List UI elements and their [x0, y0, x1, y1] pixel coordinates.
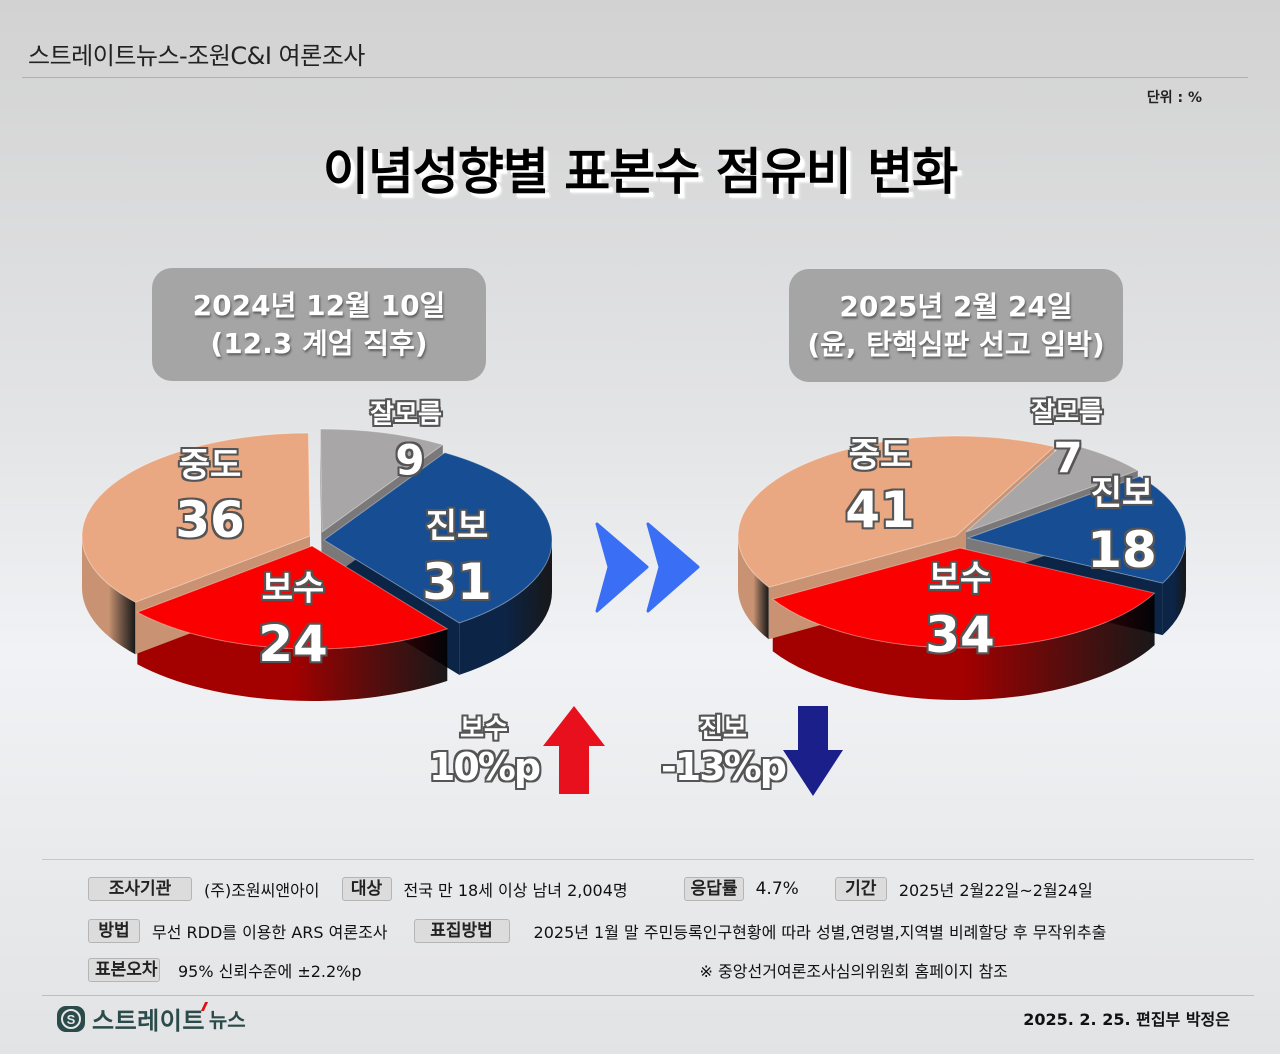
info-row-2: 방법 무선 RDD를 이용한 ARS 여론조사 표집방법 2025년 1월 말 … [88, 919, 1106, 943]
right-label-progressive: 진보 [1090, 473, 1154, 514]
conservative-change-value: 10%p [428, 745, 541, 789]
pie-slice-progressive [966, 475, 1187, 584]
right-date-line1: 2025년 2월 24일 [839, 289, 1073, 323]
left-label-progressive: 진보 [425, 506, 489, 547]
progressive-change-label: 진보 [699, 714, 747, 744]
tag-error: 표본오차 [88, 958, 160, 982]
page-title: 이념성향별 표본수 점유비 변화 [322, 143, 958, 201]
pie-slice-conservative [771, 547, 1156, 649]
source-title: 스트레이트뉴스-조원C&I 여론조사 [28, 42, 365, 70]
footer-divider [42, 995, 1254, 996]
left-pie-svg [81, 428, 553, 701]
left-value-progressive: 31 [422, 553, 492, 611]
right-pie-chart: 잘모름 7 중도 41 진보 18 보수 34 [730, 380, 1200, 700]
pie-slice-unknown [319, 428, 444, 533]
left-date-line1: 2024년 12월 10일 [192, 288, 446, 322]
left-pie-chart: 잘모름 9 중도 36 진보 31 보수 24 [80, 390, 560, 701]
logo-sub-text: 뉴스 [208, 1008, 246, 1032]
conservative-change-label: 보수 [460, 714, 508, 744]
info-row-1: 조사기관 (주)조원씨앤아이 대상 전국 만 18세 이상 남녀 2,004명 … [88, 877, 1093, 901]
tag-period: 기간 [834, 877, 887, 901]
left-date-line2: (12.3 계엄 직후) [210, 326, 428, 360]
right-date-line2: (윤, 탄핵심판 선고 임박) [807, 327, 1105, 361]
logo-emblem-icon: S [57, 1005, 85, 1032]
left-label-unknown: 잘모름 [370, 399, 442, 430]
progressive-change: 진보 -13%p [660, 708, 787, 789]
pie-slice-conservative [136, 545, 449, 650]
info-note: ※ 중앙선거여론조사심의위원회 홈페이지 참조 [699, 962, 1008, 981]
info-sampling: 2025년 1월 말 주민등록인구현황에 따라 성별,연령별,지역별 비례할당 … [533, 923, 1107, 942]
svg-text:S: S [67, 1012, 76, 1027]
tag-response-rate: 응답률 [683, 877, 744, 901]
right-label-unknown: 잘모름 [1031, 397, 1103, 428]
left-label-conservative: 보수 [261, 568, 325, 609]
pie-slice-unknown [965, 442, 1139, 533]
info-period: 2025년 2월22일~2월24일 [898, 881, 1093, 900]
right-pie-svg [737, 435, 1187, 700]
arrow-up-icon [543, 706, 605, 794]
forward-arrows-icon [595, 522, 700, 613]
tag-target: 대상 [341, 877, 392, 901]
right-value-progressive: 18 [1087, 521, 1157, 579]
info-agency: (주)조원씨앤아이 [204, 881, 320, 900]
info-method: 무선 RDD를 이용한 ARS 여론조사 [152, 923, 388, 942]
right-label-conservative: 보수 [928, 558, 992, 599]
tag-agency: 조사기관 [88, 877, 192, 901]
logo-sub-wrap: 뉴스 [200, 1002, 246, 1033]
right-label-moderate: 중도 [848, 435, 912, 476]
brand-logo: S 스트레이트 뉴스 [56, 1001, 246, 1036]
pie-slice-moderate [737, 435, 1056, 588]
info-divider [42, 859, 1254, 860]
tag-sampling: 표집방법 [413, 919, 510, 943]
header-divider [22, 77, 1248, 78]
conservative-change: 보수 10%p [428, 708, 541, 789]
left-label-moderate: 중도 [178, 445, 242, 486]
logo-main-text: 스트레이트 [92, 1007, 205, 1035]
unit-label: 단위 : % [1146, 90, 1202, 106]
right-value-moderate: 41 [845, 481, 915, 539]
info-error: 95% 신뢰수준에 ±2.2%p [178, 962, 362, 981]
right-value-conservative: 34 [925, 606, 995, 664]
credit-line: 2025. 2. 25. 편집부 박정은 [1023, 1010, 1230, 1029]
info-response-rate: 4.7% [755, 879, 799, 899]
right-value-unknown: 7 [1053, 433, 1083, 483]
left-date-box: 2024년 12월 10일 (12.3 계엄 직후) [152, 268, 486, 381]
arrow-down-icon [783, 706, 843, 796]
pie-slice-moderate [81, 432, 311, 603]
left-value-moderate: 36 [175, 491, 245, 549]
right-date-box: 2025년 2월 24일 (윤, 탄핵심판 선고 임박) [789, 269, 1123, 382]
left-value-conservative: 24 [258, 615, 328, 673]
left-value-unknown: 9 [395, 435, 425, 485]
progressive-change-value: -13%p [661, 745, 787, 789]
tag-method: 방법 [88, 919, 140, 943]
info-row-3: 표본오차 95% 신뢰수준에 ±2.2%p ※ 중앙선거여론조사심의위원회 홈페… [88, 958, 1008, 982]
info-target: 전국 만 18세 이상 남녀 2,004명 [403, 881, 628, 900]
pie-slice-progressive [323, 452, 553, 624]
